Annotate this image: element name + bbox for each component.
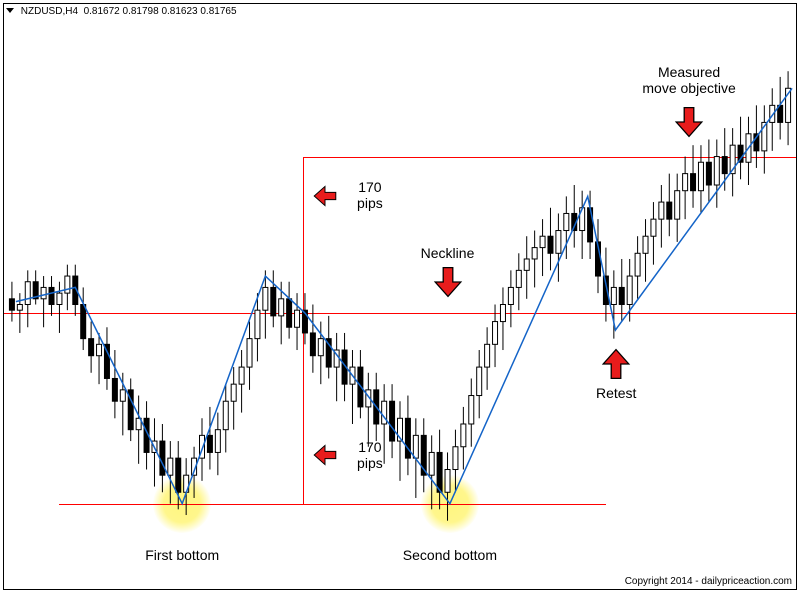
dropdown-icon[interactable] <box>6 8 14 13</box>
retest-arrow <box>600 348 632 380</box>
neckline-label: Neckline <box>421 245 475 261</box>
pips-upper-label: 170pips <box>357 179 383 211</box>
neckline-arrow <box>432 266 464 298</box>
ticker-symbol: NZDUSD <box>21 6 63 17</box>
trendline-layer <box>4 20 796 589</box>
pips-lower-label: 170pips <box>357 439 383 471</box>
ticker-timeframe: H4 <box>65 6 78 17</box>
measured-move-arrow <box>673 106 705 138</box>
second-bottom-label: Second bottom <box>403 547 497 563</box>
chart-frame: NZDUSD,H4 0.81672 0.81798 0.81623 0.8176… <box>3 3 797 590</box>
first-bottom-label: First bottom <box>145 547 219 563</box>
ticker-ohlc: 0.81672 0.81798 0.81623 0.81765 <box>84 6 237 17</box>
pips-lower-arrow <box>313 443 337 467</box>
pips-upper-arrow <box>313 184 337 208</box>
measured-move-label: Measuredmove objective <box>642 64 735 96</box>
ticker-bar: NZDUSD,H4 0.81672 0.81798 0.81623 0.8176… <box>4 4 796 20</box>
copyright-text: Copyright 2014 - dailypriceaction.com <box>625 576 792 587</box>
chart-plot[interactable]: First bottom Second bottom Retest Neckline M… <box>4 20 796 589</box>
retest-label: Retest <box>596 385 636 401</box>
